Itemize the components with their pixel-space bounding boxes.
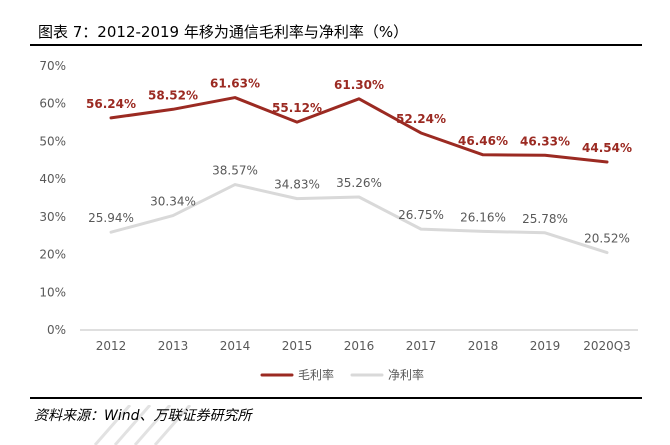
figure-title: 图表 7：2012-2019 年移为通信毛利率与净利率（%） [38, 23, 409, 41]
data-label: 52.24% [396, 112, 446, 126]
data-label: 26.16% [460, 210, 506, 224]
x-tick-label: 2014 [220, 339, 251, 353]
data-label: 61.30% [334, 78, 384, 92]
y-tick-label: 70% [39, 59, 66, 73]
watermark-logo [85, 405, 215, 445]
data-label: 46.33% [520, 134, 570, 148]
data-label: 25.94% [88, 211, 134, 225]
x-tick-label: 2015 [282, 339, 313, 353]
data-label: 55.12% [272, 101, 322, 115]
data-label: 20.52% [584, 232, 630, 246]
line-chart: 0% 10% 20% 30% 40% 50% 60% 70% 2012 2013 2014 2015 2… [39, 59, 638, 382]
x-tick-label: 2013 [158, 339, 189, 353]
x-tick-label: 2019 [530, 339, 561, 353]
y-tick-label: 60% [39, 97, 66, 111]
data-label: 25.78% [522, 212, 568, 226]
figure-title-bar: 图表 7：2012-2019 年移为通信毛利率与净利率（%） [30, 14, 642, 46]
legend-label: 净利率 [388, 367, 424, 382]
y-tick-label: 0% [47, 323, 66, 337]
y-tick-label: 50% [39, 134, 66, 148]
y-tick-label: 30% [39, 210, 66, 224]
data-label: 30.34% [150, 195, 196, 209]
x-tick-label: 2016 [344, 339, 375, 353]
data-label: 35.26% [336, 176, 382, 190]
series-line-1 [109, 96, 609, 164]
data-label: 56.24% [86, 97, 136, 111]
legend-label: 毛利率 [298, 367, 334, 382]
x-tick-label: 2012 [96, 339, 127, 353]
series-line-2 [109, 183, 609, 255]
data-label: 46.46% [458, 134, 508, 148]
data-label: 61.63% [210, 77, 260, 91]
data-label: 26.75% [398, 208, 444, 222]
x-tick-label: 2018 [468, 339, 499, 353]
x-tick-label: 2020Q3 [583, 339, 631, 353]
source-text: 资料来源：Wind、万联证券研究所 [34, 408, 252, 424]
data-label: 38.57% [212, 164, 258, 178]
data-label: 44.54% [582, 141, 632, 155]
data-label: 34.83% [274, 178, 320, 192]
data-label: 58.52% [148, 88, 198, 102]
source-note: 资料来源：Wind、万联证券研究所 [30, 397, 642, 429]
x-tick-label: 2017 [406, 339, 437, 353]
y-tick-label: 40% [39, 172, 66, 186]
y-tick-label: 10% [39, 285, 66, 299]
y-tick-label: 20% [39, 248, 66, 262]
